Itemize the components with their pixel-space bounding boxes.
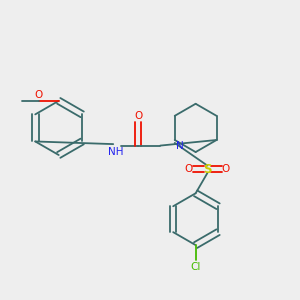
Text: O: O [185,164,193,174]
Text: O: O [35,90,43,100]
Text: O: O [134,111,142,121]
Text: O: O [222,164,230,174]
Text: S: S [203,163,212,176]
Text: Cl: Cl [190,262,201,272]
Text: NH: NH [108,147,124,157]
Text: N: N [176,141,184,151]
